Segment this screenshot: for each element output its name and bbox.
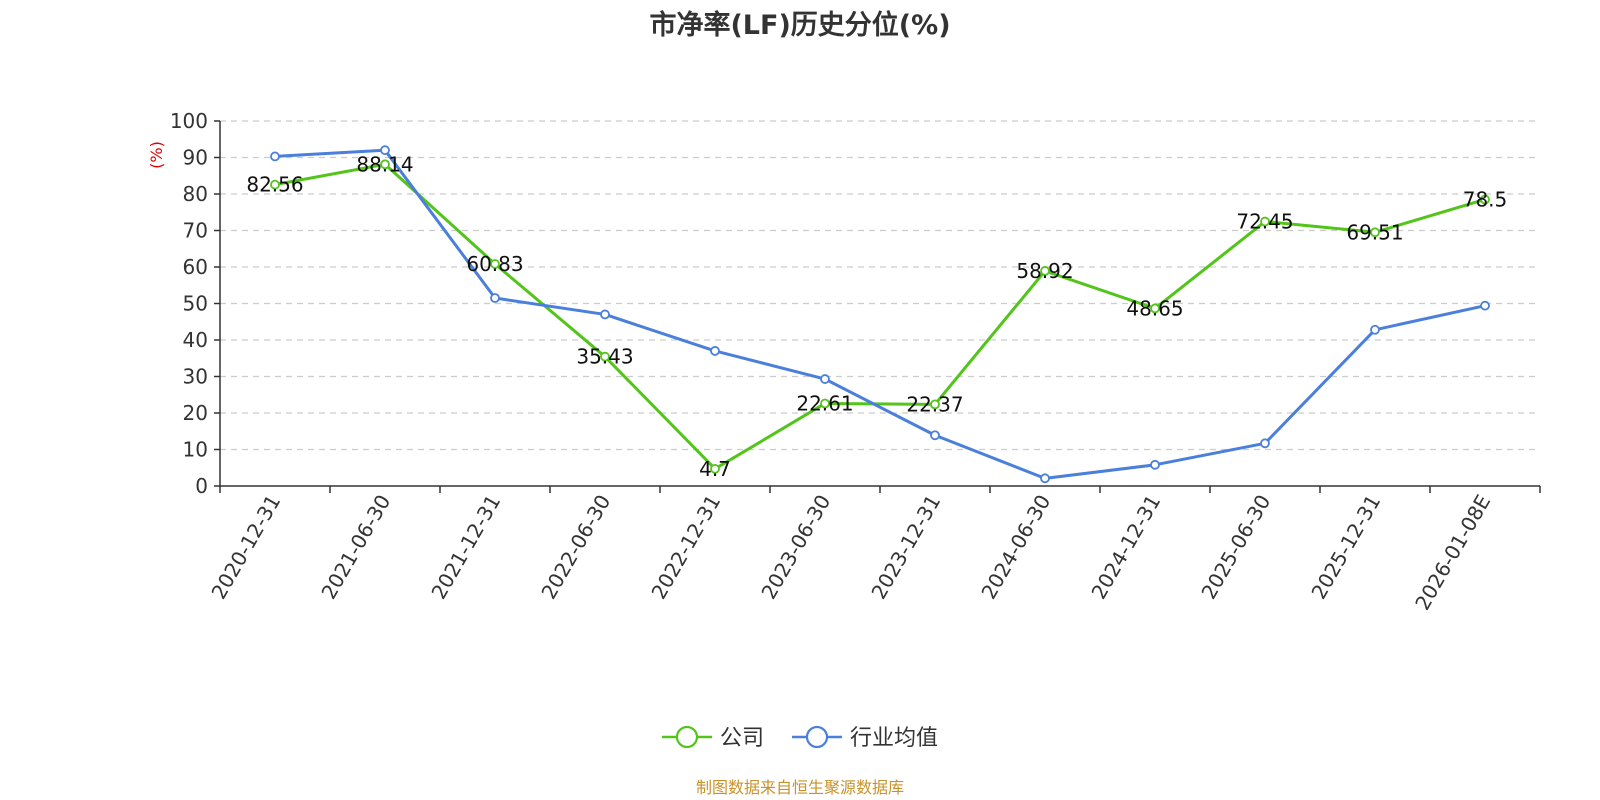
data-label: 4.7: [699, 457, 731, 481]
x-tick-label: 2026-01-08E: [1410, 491, 1495, 615]
series-0-point[interactable]: [380, 159, 390, 170]
series-line-0: [274, 162, 1486, 471]
data-labels: 82.56 88.14 60.83 35.43 4.7 22.61 22.37 58.92 48…: [246, 152, 1507, 481]
series-1-point[interactable]: [1150, 459, 1160, 470]
x-tick-label: 2022-12-31: [646, 491, 725, 604]
series-1-point[interactable]: [1370, 324, 1380, 335]
grid-lines: [220, 120, 1540, 451]
data-label: 48.65: [1126, 296, 1183, 320]
data-label: 35.43: [576, 345, 633, 369]
x-tick-label: 2021-06-30: [316, 491, 395, 604]
data-label: 58.92: [1016, 259, 1073, 283]
source-note: 制图数据来自恒生聚源数据库: [696, 778, 904, 797]
data-label: 88.14: [356, 152, 413, 176]
series-1-point[interactable]: [1040, 473, 1050, 484]
y-tick-label: 70: [183, 219, 208, 243]
data-label: 69.51: [1346, 220, 1403, 244]
series-1-point[interactable]: [1260, 438, 1270, 449]
x-tick-label: 2024-12-31: [1086, 491, 1165, 604]
y-tick-label: 40: [183, 328, 208, 352]
data-label: 22.37: [906, 392, 963, 416]
series-layer: [270, 145, 1490, 484]
x-tick-label: 2025-06-30: [1196, 491, 1275, 604]
series-0-point[interactable]: [600, 351, 610, 362]
y-tick-label: 0: [195, 474, 208, 498]
data-label: 82.56: [246, 173, 303, 197]
legend-label: 公司: [720, 726, 764, 751]
legend-marker: [805, 725, 829, 749]
series-1-point[interactable]: [1480, 300, 1490, 311]
series-0-point[interactable]: [490, 259, 500, 269]
series-0-point[interactable]: [820, 398, 830, 409]
series-1-point[interactable]: [380, 145, 390, 156]
y-tick-label: 30: [183, 365, 208, 389]
legend-item-0[interactable]: 公司: [662, 725, 764, 751]
y-tick-label: 60: [183, 255, 208, 279]
series-0-point[interactable]: [1040, 266, 1050, 276]
data-label: 60.83: [466, 252, 523, 276]
series-0-point[interactable]: [270, 179, 280, 190]
series-0-point[interactable]: [710, 463, 720, 474]
data-label: 78.5: [1463, 187, 1508, 211]
data-label: 22.61: [796, 391, 853, 415]
y-tick-label: 10: [183, 438, 208, 462]
y-tick-label: 100: [170, 109, 208, 133]
series-1-point[interactable]: [930, 430, 940, 441]
y-axis-unit-label: (%): [147, 141, 166, 169]
legend[interactable]: 公司 行业均值: [662, 725, 938, 751]
x-tick-label: 2021-12-31: [426, 491, 505, 604]
x-tick-label: 2020-12-31: [206, 491, 285, 604]
x-tick-label: 2024-06-30: [976, 491, 1055, 604]
x-tick-label: 2022-06-30: [536, 491, 615, 604]
x-tick-label: 2025-12-31: [1306, 491, 1385, 604]
y-tick-label: 50: [183, 292, 208, 316]
legend-label: 行业均值: [850, 726, 938, 751]
legend-marker: [675, 725, 699, 749]
data-label: 72.45: [1236, 210, 1293, 234]
y-tick-label: 20: [183, 401, 208, 425]
legend-item-1[interactable]: 行业均值: [792, 725, 938, 751]
series-0-point[interactable]: [1480, 194, 1490, 205]
axes: 0 10 20 30 40 50 60 70 80 90 100 2020-12-31 2021-06-…: [170, 109, 1541, 615]
series-0-point[interactable]: [1150, 303, 1160, 314]
y-tick-label: 90: [183, 146, 208, 170]
y-tick-label: 80: [183, 182, 208, 206]
x-tick-label: 2023-06-30: [756, 491, 835, 604]
series-1-point[interactable]: [820, 374, 830, 384]
series-1-point[interactable]: [270, 151, 280, 162]
chart-title: 市净率(LF)历史分位(%): [649, 9, 950, 41]
series-1-point[interactable]: [490, 293, 500, 303]
series-0-point[interactable]: [930, 399, 940, 410]
series-0-point[interactable]: [1370, 227, 1380, 238]
series-1-point[interactable]: [600, 309, 610, 320]
series-line-1: [274, 148, 1486, 480]
x-tick-label: 2023-12-31: [866, 491, 945, 604]
series-0-point[interactable]: [1260, 216, 1270, 227]
series-1-point[interactable]: [710, 346, 720, 356]
